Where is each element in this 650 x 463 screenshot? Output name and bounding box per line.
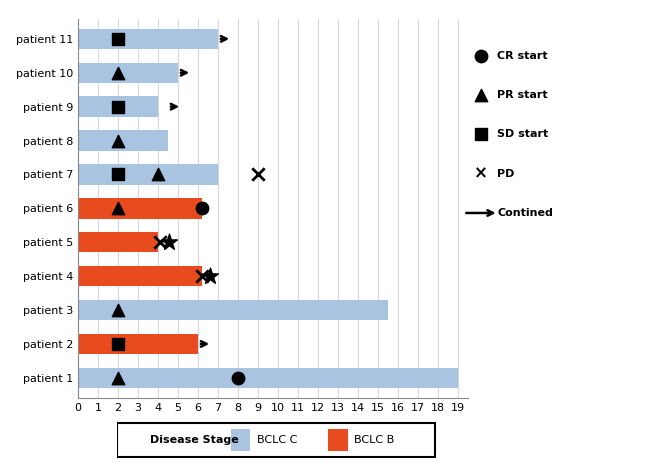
Point <box>113 340 124 348</box>
Text: SD start: SD start <box>497 129 549 139</box>
Text: CR start: CR start <box>497 50 548 61</box>
Point <box>113 307 124 314</box>
Bar <box>78 164 218 185</box>
Point <box>113 137 124 144</box>
Text: BCLC C: BCLC C <box>257 435 297 445</box>
Point <box>113 205 124 212</box>
Point <box>164 238 174 246</box>
Point <box>155 238 165 246</box>
Text: Contined: Contined <box>497 208 553 218</box>
FancyBboxPatch shape <box>117 423 436 457</box>
Point <box>113 35 124 43</box>
Text: ×: × <box>474 165 488 182</box>
Text: BCLC B: BCLC B <box>354 435 395 445</box>
Text: Disease Stage: Disease Stage <box>150 435 239 445</box>
Bar <box>78 334 198 354</box>
Text: PR start: PR start <box>497 90 548 100</box>
Point <box>153 171 163 178</box>
Point <box>197 205 207 212</box>
Bar <box>78 29 218 49</box>
Point <box>476 52 486 59</box>
Point <box>113 374 124 382</box>
Point <box>253 171 263 178</box>
Point <box>113 171 124 178</box>
Bar <box>78 96 158 117</box>
Bar <box>78 266 202 286</box>
Bar <box>78 232 158 252</box>
Point <box>205 272 215 280</box>
Point <box>476 91 486 99</box>
FancyBboxPatch shape <box>328 429 348 451</box>
Bar <box>78 198 202 219</box>
Bar <box>78 368 458 388</box>
Point <box>113 103 124 110</box>
Bar <box>78 300 388 320</box>
FancyBboxPatch shape <box>231 429 250 451</box>
Point <box>476 131 486 138</box>
Bar <box>78 131 168 151</box>
Bar <box>78 63 178 83</box>
Point <box>197 272 207 280</box>
Point <box>113 69 124 76</box>
Point <box>233 374 243 382</box>
Text: PD: PD <box>497 169 515 179</box>
